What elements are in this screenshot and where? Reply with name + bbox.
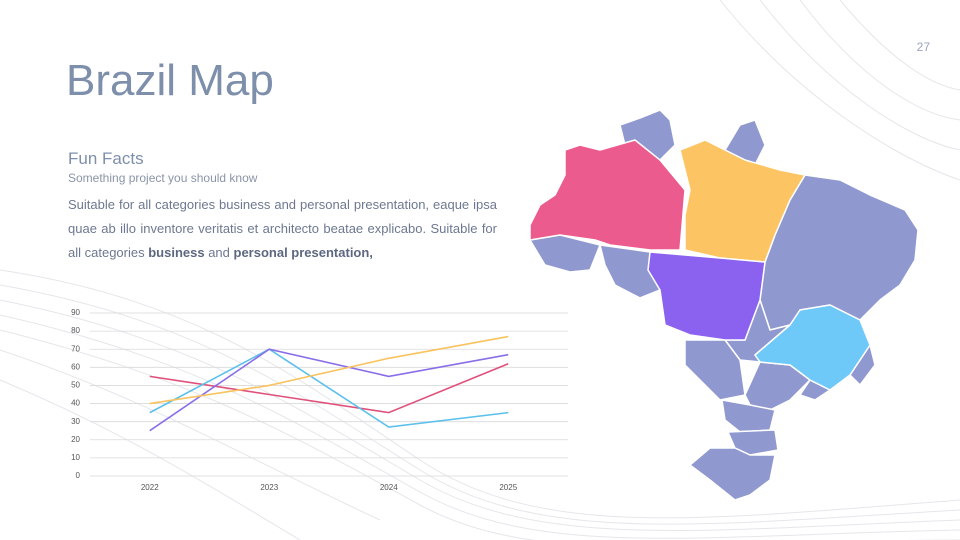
series-line <box>149 335 509 405</box>
region <box>689 447 776 501</box>
x-tick-label: 2023 <box>260 483 278 492</box>
y-tick-label: 50 <box>71 381 80 390</box>
y-tick-label: 20 <box>71 435 80 444</box>
text: and <box>204 245 234 260</box>
y-tick-label: 0 <box>76 471 81 480</box>
region-minas-gerais <box>754 304 871 391</box>
y-tick-label: 90 <box>71 308 80 317</box>
page-number: 27 <box>916 40 930 54</box>
bold-text: personal presentation, <box>233 245 373 260</box>
region-para <box>679 139 806 263</box>
y-tick-label: 70 <box>71 344 80 353</box>
bold-text: business <box>148 245 205 260</box>
region <box>727 429 779 456</box>
series-line <box>149 362 509 414</box>
series-line <box>149 348 509 432</box>
heading: Fun Facts <box>68 149 144 168</box>
x-tick-label: 2024 <box>380 483 398 492</box>
subheading: Something project you should know <box>68 171 258 185</box>
region-mato-grosso <box>647 251 766 341</box>
paragraph: Suitable for all categories business and… <box>68 193 497 265</box>
x-tick-label: 2022 <box>141 483 159 492</box>
y-tick-label: 10 <box>71 453 80 462</box>
series-line <box>149 348 509 428</box>
y-tick-label: 30 <box>71 417 80 426</box>
text: Suitable for all categories business and… <box>68 197 497 260</box>
x-tick-label: 2025 <box>499 483 517 492</box>
slide-title: Brazil Map <box>66 56 274 105</box>
region-amazonas <box>529 139 686 251</box>
y-tick-label: 80 <box>71 326 80 335</box>
region <box>684 339 746 401</box>
y-tick-label: 60 <box>71 362 80 371</box>
y-tick-label: 40 <box>71 399 80 408</box>
